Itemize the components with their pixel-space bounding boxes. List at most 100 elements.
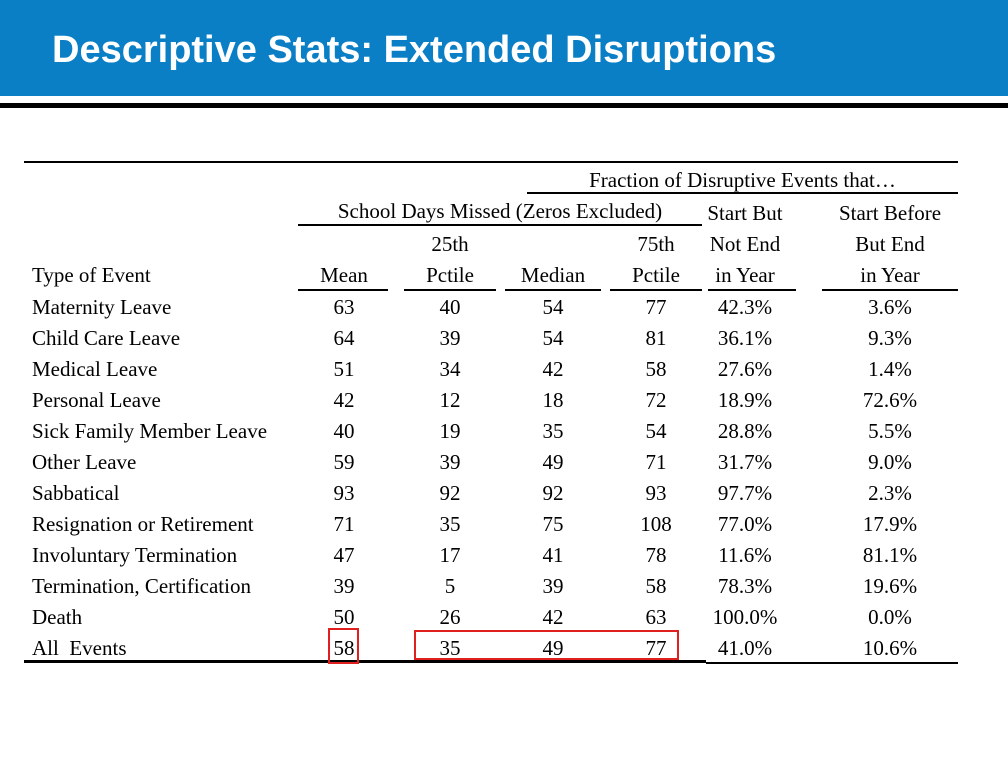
cell-start-not-end: 27.6% bbox=[717, 357, 773, 381]
cell-p75: 78 bbox=[645, 543, 667, 567]
cell-mean: 51 bbox=[333, 357, 355, 381]
cell-median: 75 bbox=[542, 512, 564, 536]
cell-start-not-end: 28.8% bbox=[717, 419, 773, 443]
end-header-line2: But End bbox=[855, 232, 925, 256]
table-top-rule bbox=[24, 161, 958, 163]
cell-p75: 81 bbox=[645, 326, 667, 350]
p25-header-rule bbox=[404, 289, 496, 291]
end-header-rule bbox=[822, 289, 958, 291]
title-divider bbox=[0, 103, 1008, 108]
cell-mean: 64 bbox=[333, 326, 355, 350]
cell-type: Sabbatical bbox=[32, 481, 120, 505]
table-bottom-rule-left bbox=[24, 660, 706, 663]
start-header-line2: Not End bbox=[709, 232, 781, 256]
cell-type: Resignation or Retirement bbox=[32, 512, 254, 536]
cell-mean: 39 bbox=[333, 574, 355, 598]
start-header-line1: Start But bbox=[707, 201, 783, 225]
cell-p25: 34 bbox=[439, 357, 461, 381]
days-group-header: School Days Missed (Zeros Excluded) bbox=[337, 199, 663, 223]
cell-median: 49 bbox=[542, 450, 564, 474]
cell-type: Personal Leave bbox=[32, 388, 161, 412]
cell-p25: 35 bbox=[439, 512, 461, 536]
cell-p25: 40 bbox=[439, 295, 461, 319]
start-header-rule bbox=[708, 289, 796, 291]
median-header: Median bbox=[520, 263, 586, 287]
cell-median: 18 bbox=[542, 388, 564, 412]
cell-start-before-end: 0.0% bbox=[868, 605, 912, 629]
cell-start-not-end: 42.3% bbox=[717, 295, 773, 319]
p75-header-line1: 75th bbox=[637, 232, 675, 256]
end-header-line1: Start Before bbox=[838, 201, 942, 225]
cell-p25: 5 bbox=[444, 574, 456, 598]
cell-type: Death bbox=[32, 605, 83, 629]
title-bar: Descriptive Stats: Extended Disruptions bbox=[0, 0, 1008, 96]
cell-p25: 26 bbox=[439, 605, 461, 629]
cell-start-not-end: 18.9% bbox=[717, 388, 773, 412]
cell-mean: 58 bbox=[333, 636, 355, 660]
cell-median: 54 bbox=[542, 326, 564, 350]
cell-start-not-end: 77.0% bbox=[717, 512, 773, 536]
cell-median: 42 bbox=[542, 357, 564, 381]
cell-median: 49 bbox=[542, 636, 564, 660]
cell-p75: 63 bbox=[645, 605, 667, 629]
p25-header-line1: 25th bbox=[431, 232, 469, 256]
cell-start-not-end: 36.1% bbox=[717, 326, 773, 350]
cell-start-not-end: 41.0% bbox=[717, 636, 773, 660]
cell-p25: 92 bbox=[439, 481, 461, 505]
cell-p75: 71 bbox=[645, 450, 667, 474]
percentile-highlight-box bbox=[414, 630, 679, 660]
cell-mean: 63 bbox=[333, 295, 355, 319]
slide-title: Descriptive Stats: Extended Disruptions bbox=[52, 29, 777, 71]
cell-p25: 39 bbox=[439, 450, 461, 474]
cell-start-not-end: 11.6% bbox=[718, 543, 772, 567]
type-header: Type of Event bbox=[32, 263, 151, 287]
cell-p75: 93 bbox=[645, 481, 667, 505]
cell-p25: 19 bbox=[439, 419, 461, 443]
cell-start-before-end: 3.6% bbox=[868, 295, 912, 319]
cell-p25: 12 bbox=[439, 388, 461, 412]
cell-mean: 40 bbox=[333, 419, 355, 443]
median-header-rule bbox=[505, 289, 601, 291]
p25-header-line2: Pctile bbox=[426, 263, 474, 287]
cell-start-before-end: 10.6% bbox=[862, 636, 918, 660]
cell-median: 39 bbox=[542, 574, 564, 598]
cell-mean: 93 bbox=[333, 481, 355, 505]
cell-type: All Events bbox=[32, 636, 127, 660]
cell-start-before-end: 2.3% bbox=[868, 481, 912, 505]
cell-type: Maternity Leave bbox=[32, 295, 172, 319]
cell-p75: 54 bbox=[645, 419, 667, 443]
cell-p25: 39 bbox=[439, 326, 461, 350]
cell-mean: 42 bbox=[333, 388, 355, 412]
cell-median: 54 bbox=[542, 295, 564, 319]
p75-header-rule bbox=[610, 289, 702, 291]
cell-p75: 72 bbox=[645, 388, 667, 412]
cell-start-not-end: 100.0% bbox=[712, 605, 778, 629]
cell-start-before-end: 9.0% bbox=[868, 450, 912, 474]
fraction-group-rule bbox=[527, 192, 958, 194]
cell-type: Other Leave bbox=[32, 450, 137, 474]
cell-start-not-end: 31.7% bbox=[717, 450, 773, 474]
cell-type: Sick Family Member Leave bbox=[32, 419, 268, 443]
end-header-line3: in Year bbox=[860, 263, 920, 287]
cell-median: 92 bbox=[542, 481, 564, 505]
cell-p75: 58 bbox=[645, 357, 667, 381]
fraction-group-header: Fraction of Disruptive Events that… bbox=[589, 168, 896, 192]
cell-start-before-end: 17.9% bbox=[862, 512, 918, 536]
cell-mean: 71 bbox=[333, 512, 355, 536]
cell-start-before-end: 81.1% bbox=[862, 543, 918, 567]
mean-highlight-box bbox=[328, 628, 359, 664]
cell-mean: 59 bbox=[333, 450, 355, 474]
mean-header-rule bbox=[298, 289, 388, 291]
days-group-rule bbox=[298, 224, 702, 226]
cell-start-before-end: 5.5% bbox=[868, 419, 912, 443]
cell-p75: 108 bbox=[640, 512, 672, 536]
cell-start-not-end: 78.3% bbox=[717, 574, 773, 598]
cell-p25: 35 bbox=[439, 636, 461, 660]
cell-median: 35 bbox=[542, 419, 564, 443]
cell-start-before-end: 1.4% bbox=[868, 357, 912, 381]
cell-start-before-end: 19.6% bbox=[862, 574, 918, 598]
cell-median: 42 bbox=[542, 605, 564, 629]
table-bottom-rule-right bbox=[706, 662, 958, 664]
cell-p75: 58 bbox=[645, 574, 667, 598]
mean-header: Mean bbox=[320, 263, 368, 287]
